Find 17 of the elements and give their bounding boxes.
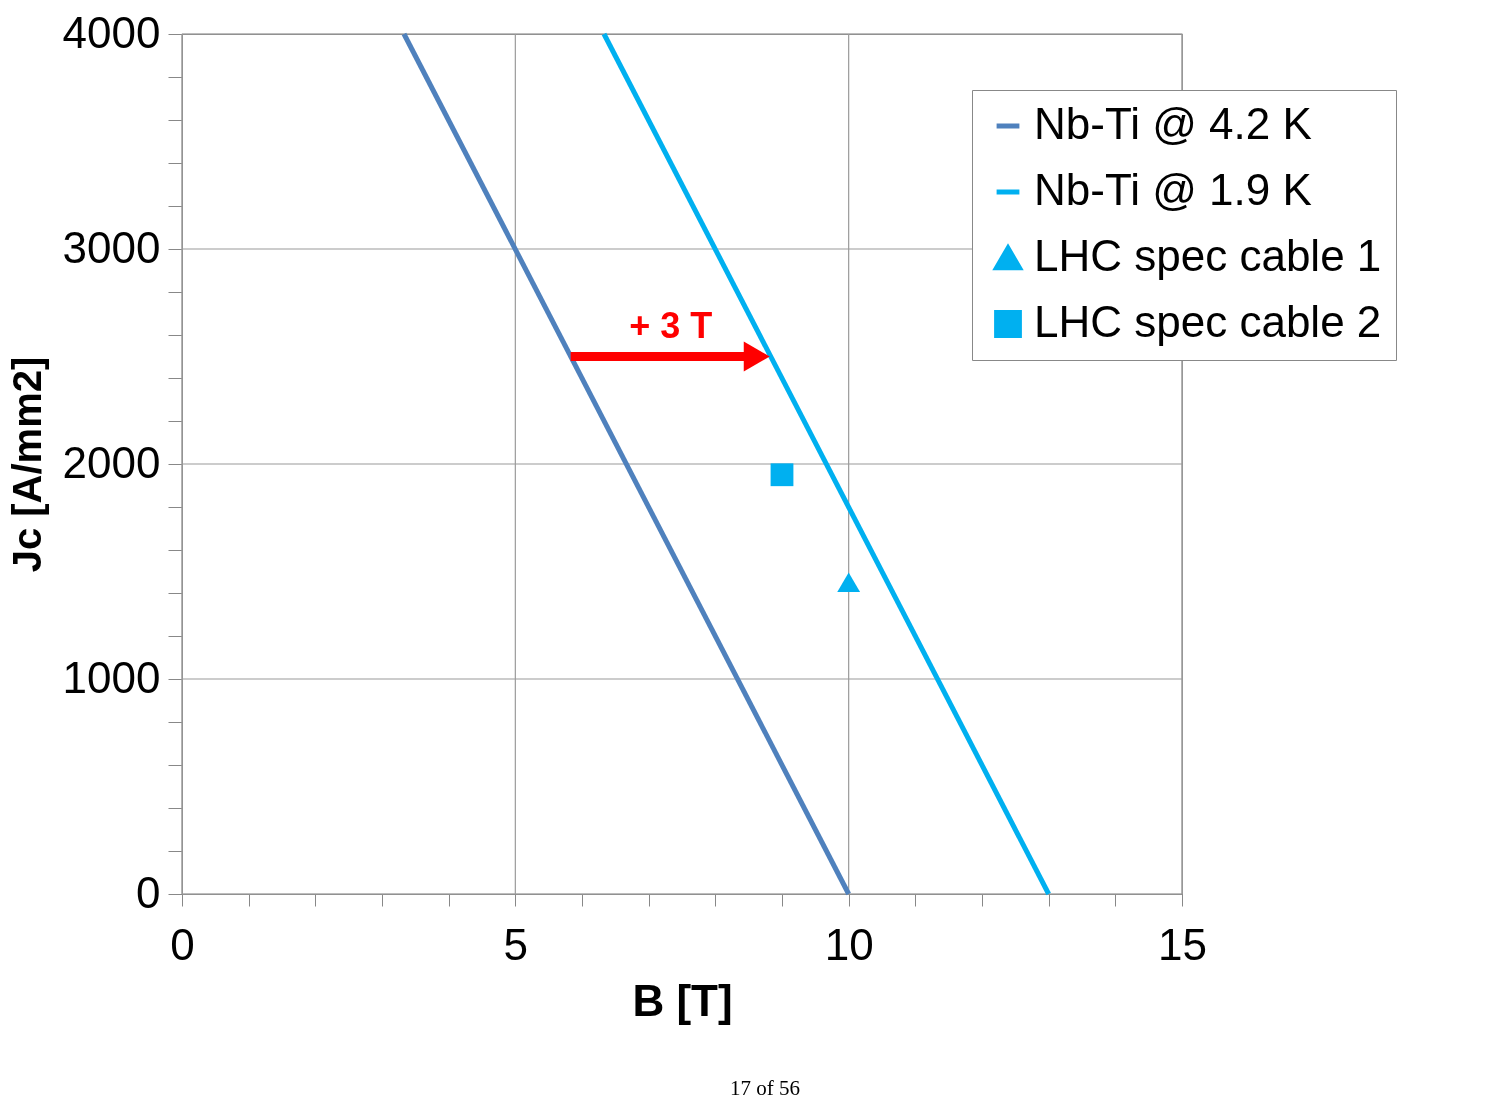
x-tick-label: 10	[824, 919, 874, 969]
legend-label: Nb-Ti @ 4.2 K	[1034, 99, 1312, 148]
annotation: + 3 T	[629, 304, 713, 346]
x-axis-title: B [T]	[632, 975, 733, 1025]
x-tick-label: 0	[170, 919, 195, 969]
legend-label: LHC spec cable 2	[1034, 297, 1382, 346]
y-tick-label: 4000	[62, 7, 161, 57]
text: 17 of 56	[729, 1076, 801, 1101]
y-tick-label: 2000	[62, 437, 161, 487]
x-tick-label: 15	[1158, 919, 1207, 969]
y-tick-label: 3000	[62, 222, 161, 272]
y-axis-title: Jc [A/mm2]	[4, 356, 49, 573]
legend-label: Nb-Ti @ 1.9 K	[1034, 165, 1312, 214]
x-tick-label: 5	[503, 919, 529, 969]
legend-label: LHC spec cable 1	[1034, 231, 1382, 280]
y-tick-label: 0	[136, 867, 161, 917]
y-tick-label: 1000	[62, 652, 161, 702]
